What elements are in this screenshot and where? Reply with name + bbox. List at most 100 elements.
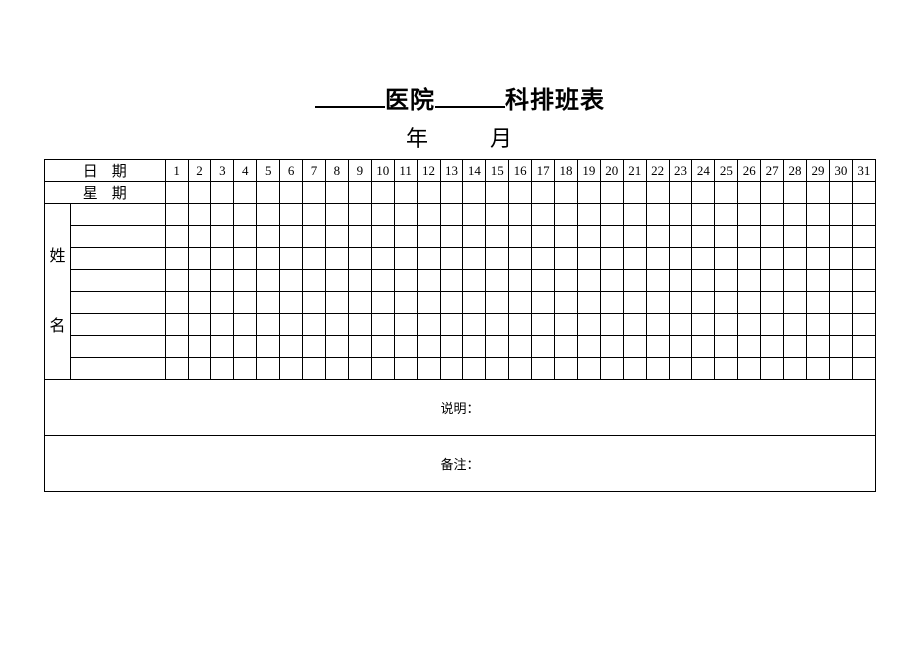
shift-cell — [738, 270, 761, 292]
shift-cell — [509, 358, 532, 380]
shift-cell — [211, 204, 234, 226]
shift-cell — [463, 292, 486, 314]
shift-cell — [509, 226, 532, 248]
shift-cell — [188, 336, 211, 358]
shift-cell — [440, 248, 463, 270]
weekday-cell — [165, 182, 188, 204]
shift-cell — [807, 270, 830, 292]
shift-cell — [555, 358, 578, 380]
day-header-27: 27 — [761, 160, 784, 182]
shift-cell — [715, 358, 738, 380]
shift-cell — [486, 336, 509, 358]
shift-cell — [532, 248, 555, 270]
shift-cell — [532, 270, 555, 292]
shift-cell — [257, 336, 280, 358]
shift-cell — [761, 204, 784, 226]
day-header-7: 7 — [303, 160, 326, 182]
shift-cell — [646, 226, 669, 248]
day-header-14: 14 — [463, 160, 486, 182]
shift-cell — [577, 314, 600, 336]
shift-cell — [600, 336, 623, 358]
shift-cell — [692, 292, 715, 314]
weekday-cell — [852, 182, 875, 204]
weekday-cell — [303, 182, 326, 204]
shift-cell — [623, 358, 646, 380]
shift-cell — [165, 292, 188, 314]
shift-cell — [623, 204, 646, 226]
shift-cell — [669, 270, 692, 292]
shift-cell — [600, 204, 623, 226]
shift-cell — [303, 314, 326, 336]
shift-cell — [280, 226, 303, 248]
shift-cell — [646, 270, 669, 292]
weekday-cell — [829, 182, 852, 204]
shift-cell — [807, 314, 830, 336]
shift-cell — [555, 204, 578, 226]
weekday-cell — [440, 182, 463, 204]
shift-cell — [165, 358, 188, 380]
shift-cell — [646, 292, 669, 314]
shift-cell — [829, 292, 852, 314]
shift-cell — [829, 226, 852, 248]
shift-cell — [417, 336, 440, 358]
shift-cell — [807, 336, 830, 358]
day-header-4: 4 — [234, 160, 257, 182]
shift-cell — [692, 270, 715, 292]
shift-cell — [555, 314, 578, 336]
shift-cell — [417, 314, 440, 336]
shift-cell — [784, 226, 807, 248]
title-blank-hospital — [315, 84, 385, 108]
shift-cell — [577, 336, 600, 358]
shift-cell — [738, 358, 761, 380]
shift-cell — [669, 358, 692, 380]
shift-cell — [234, 204, 257, 226]
shift-cell — [188, 204, 211, 226]
shift-cell — [325, 314, 348, 336]
weekday-cell — [738, 182, 761, 204]
shift-cell — [257, 248, 280, 270]
header-weekday: 星期 — [45, 182, 166, 204]
shift-cell — [211, 358, 234, 380]
day-header-8: 8 — [325, 160, 348, 182]
schedule-table: 日期12345678910111213141516171819202122232… — [44, 159, 876, 492]
shift-cell — [188, 358, 211, 380]
shift-cell — [852, 336, 875, 358]
shift-cell — [348, 204, 371, 226]
shift-cell — [715, 226, 738, 248]
shift-cell — [577, 226, 600, 248]
name-cell — [71, 248, 166, 270]
shift-cell — [738, 226, 761, 248]
shift-cell — [463, 204, 486, 226]
shift-cell — [577, 358, 600, 380]
shift-cell — [715, 270, 738, 292]
day-header-21: 21 — [623, 160, 646, 182]
weekday-cell — [715, 182, 738, 204]
shift-cell — [188, 248, 211, 270]
shift-cell — [211, 226, 234, 248]
shift-cell — [394, 270, 417, 292]
shift-cell — [486, 226, 509, 248]
name-cell — [71, 336, 166, 358]
shift-cell — [623, 314, 646, 336]
shift-cell — [784, 358, 807, 380]
shift-cell — [394, 314, 417, 336]
shift-cell — [577, 292, 600, 314]
shift-cell — [738, 292, 761, 314]
remark-cell: 备注： — [45, 436, 876, 492]
shift-cell — [577, 270, 600, 292]
day-header-28: 28 — [784, 160, 807, 182]
title-text-hospital: 医院 — [385, 88, 435, 114]
weekday-cell — [486, 182, 509, 204]
shift-cell — [669, 226, 692, 248]
shift-cell — [394, 358, 417, 380]
title-text-schedule: 科排班表 — [505, 88, 605, 114]
shift-cell — [440, 358, 463, 380]
shift-cell — [852, 270, 875, 292]
day-header-5: 5 — [257, 160, 280, 182]
shift-cell — [440, 336, 463, 358]
shift-cell — [600, 314, 623, 336]
shift-cell — [440, 292, 463, 314]
shift-cell — [532, 336, 555, 358]
year-label: 年 — [406, 126, 430, 151]
shift-cell — [761, 336, 784, 358]
